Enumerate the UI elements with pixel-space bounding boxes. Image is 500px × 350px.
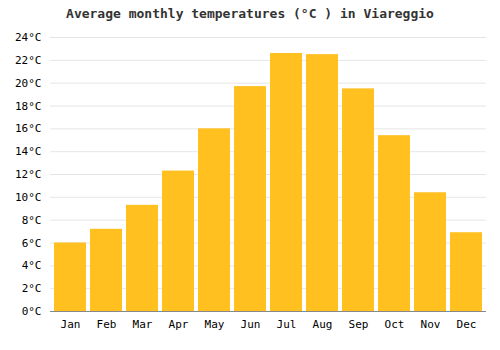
svg-text:Feb: Feb (97, 318, 117, 331)
svg-text:Aug: Aug (313, 318, 333, 331)
svg-text:2°C: 2°C (22, 282, 42, 295)
html-text:Average monthly temperatures (: Average monthly temperatures (°C ) in Vi… (66, 6, 434, 21)
svg-text:6°C: 6°C (22, 237, 42, 250)
svg-text:Oct: Oct (385, 318, 405, 331)
svg-text:Dec: Dec (457, 318, 477, 331)
svg-text:14°C: 14°C (15, 145, 42, 158)
svg-text:Sep: Sep (349, 318, 369, 331)
svg-text:Jan: Jan (61, 318, 81, 331)
svg-text:20°C: 20°C (15, 77, 42, 90)
svg-text:10°C: 10°C (15, 191, 42, 204)
svg-text:4°C: 4°C (22, 259, 42, 272)
svg-text:18°C: 18°C (15, 100, 42, 113)
svg-text:Apr: Apr (169, 318, 189, 331)
svg-text:Jul: Jul (277, 318, 297, 331)
svg-text:Mar: Mar (133, 318, 153, 331)
svg-text:12°C: 12°C (15, 168, 42, 181)
svg-text:Jun: Jun (241, 318, 261, 331)
svg-text:May: May (205, 318, 225, 331)
svg-text:16°C: 16°C (15, 122, 42, 135)
svg-text:24°C: 24°C (15, 31, 42, 44)
svg-text:0°C: 0°C (22, 305, 42, 318)
svg-text:Nov: Nov (421, 318, 441, 331)
svg-text:22°C: 22°C (15, 54, 42, 67)
svg-text:8°C: 8°C (22, 214, 42, 227)
